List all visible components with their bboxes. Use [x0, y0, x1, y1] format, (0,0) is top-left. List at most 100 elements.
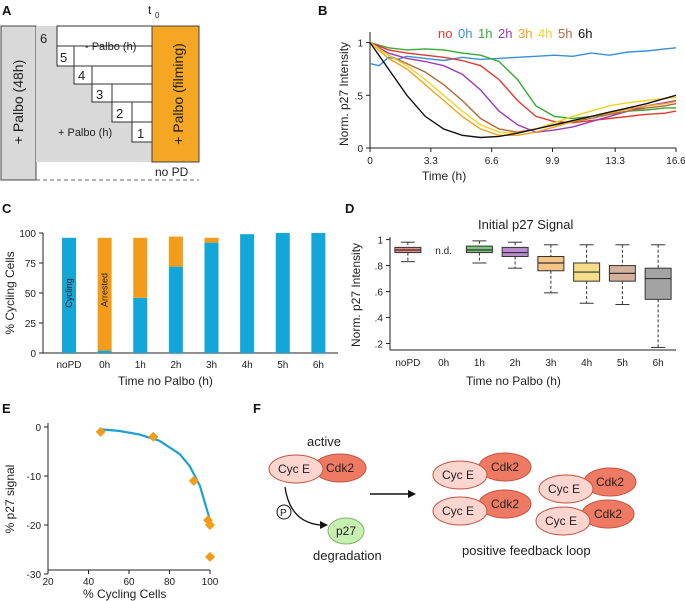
- c-y-axis-title: % Cycling Cells: [3, 251, 17, 334]
- e-y-axis-title: % p27 signal: [3, 465, 17, 534]
- d-x-tick-label: 4h: [581, 358, 592, 369]
- d-x-tick-label: 3h: [545, 358, 556, 369]
- b-series-line-6h: [369, 42, 677, 139]
- b-legend-6h: 6h: [578, 26, 592, 41]
- filming-label: + Palbo (filming): [170, 43, 186, 145]
- d-y-tick-label: 1: [377, 236, 383, 247]
- cyce-ellipse-left: [268, 454, 324, 484]
- b-x-tick-label: 16.6: [666, 156, 685, 167]
- cdk2-label-3: Cdk2: [491, 497, 519, 511]
- b-series-line-0h: [369, 47, 677, 67]
- c-bar-cycling-noPD: [62, 237, 76, 353]
- d-box-6h: [644, 267, 672, 300]
- b-x-tick-label: 9.9: [546, 156, 560, 167]
- c-x-tick-label: 1h: [135, 360, 146, 371]
- d-x-tick-label: 1h: [474, 358, 485, 369]
- d-x-tick-label: 6h: [653, 358, 664, 369]
- c-bar-arrested-1h: [133, 237, 148, 298]
- panel-label-e: E: [2, 401, 11, 416]
- c-x-tick-label: 0h: [99, 360, 110, 371]
- d-box-3h: [537, 255, 565, 272]
- transition-arrowhead: [408, 490, 416, 498]
- t0-subscript: 0: [155, 11, 160, 20]
- cyce-label-1: Cyc E: [442, 468, 474, 482]
- c-arrested-bar-label: Arrested: [100, 273, 110, 307]
- e-data-point: [205, 551, 215, 562]
- e-y-tick-label: 0: [35, 423, 41, 434]
- d-box-1h: [465, 245, 493, 254]
- e-data-point: [95, 426, 106, 437]
- d-x-tick-label: noPD: [395, 358, 420, 369]
- b-y-tick-label: 1: [357, 39, 363, 50]
- b-series-line-3h: [369, 41, 677, 136]
- panel-label-c: C: [2, 201, 12, 216]
- p27-ellipse: [327, 517, 365, 545]
- b-legend-3h: 3h: [518, 26, 532, 41]
- cdk2-label-2: Cdk2: [596, 475, 624, 489]
- c-bar-arrested-0h: [97, 237, 112, 351]
- b-y-tick-label: 0: [357, 144, 363, 155]
- b-x-tick-label: 6.6: [485, 156, 499, 167]
- e-data-point: [148, 431, 159, 442]
- e-x-tick-label: 80: [164, 577, 176, 588]
- b-legend-4h: 4h: [538, 26, 552, 41]
- b-legend-5h: 5h: [558, 26, 572, 41]
- b-y-tick-label: .5: [355, 91, 364, 102]
- d-box-2h: [501, 246, 529, 257]
- panel-a-diagram: 6 5 4 3 2 1 - Palbo (h) + Palbo (h) no P…: [0, 3, 200, 181]
- cyce-label-4: Cyc E: [545, 514, 577, 528]
- c-y-tick-label: 100: [19, 229, 36, 240]
- c-bar-arrested-3h: [204, 237, 219, 243]
- panel-label-a: A: [2, 3, 12, 18]
- step-label-3: 3: [96, 87, 103, 102]
- c-x-tick-label: 2h: [170, 360, 181, 371]
- c-cycling-bar-label: Cycling: [64, 278, 74, 308]
- c-y-tick-label: 50: [25, 289, 37, 300]
- c-y-tick-label: 0: [30, 349, 36, 360]
- active-label: active: [307, 434, 341, 449]
- degradation-label: degradation: [313, 548, 382, 563]
- phosphate-label: P: [280, 508, 287, 519]
- d-x-tick-label: 0h: [438, 358, 449, 369]
- phosphate-icon: [276, 504, 292, 520]
- step-label-2: 2: [116, 106, 123, 121]
- panel-f-diagram: active Cdk2 Cyc E P p27 degradation Cdk2…: [268, 434, 637, 563]
- c-bar-cycling-3h: [204, 242, 219, 353]
- e-x-tick-label: 20: [42, 577, 54, 588]
- d-x-tick-label: 2h: [510, 358, 521, 369]
- c-bar-cycling-5h: [275, 233, 290, 353]
- c-x-tick-label: 4h: [242, 360, 253, 371]
- b-x-tick-label: 0: [367, 156, 373, 167]
- b-legend-no: no: [438, 26, 452, 41]
- step-label-6: 6: [40, 31, 47, 46]
- c-x-tick-label: 6h: [313, 360, 324, 371]
- cyce-label-3: Cyc E: [442, 504, 474, 518]
- panel-c-bar-chart: Time no Palbo (h) % Cycling Cells 0 25 50 7…: [3, 229, 338, 388]
- cyce-label-2: Cyc E: [548, 482, 580, 496]
- c-y-tick-label: 75: [25, 259, 37, 270]
- nopd-label: no PD: [155, 165, 189, 179]
- e-x-tick-label: 100: [202, 577, 219, 588]
- b-x-tick-label: 13.3: [605, 156, 625, 167]
- c-x-tick-label: 3h: [206, 360, 217, 371]
- left-palbo-label: + Palbo (48h): [10, 60, 26, 144]
- step-label-4: 4: [78, 68, 85, 83]
- e-data-point: [188, 475, 199, 486]
- d-y-tick-label: .8: [375, 262, 384, 273]
- plus-palbo-label: + Palbo (h): [58, 127, 112, 139]
- d-chart-title: Initial p27 Signal: [478, 217, 574, 232]
- d-y-tick-label: .2: [375, 340, 384, 351]
- d-y-tick-label: .4: [375, 314, 384, 325]
- e-data-point: [205, 520, 215, 530]
- left-palbo-box: [0, 25, 37, 181]
- e-x-axis-title: % Cycling Cells: [83, 587, 166, 601]
- step-label-5: 5: [60, 50, 67, 65]
- e-y-tick-label: -20: [27, 521, 42, 532]
- panel-label-b: B: [318, 3, 327, 18]
- c-bar-cycling-6h: [311, 233, 326, 353]
- step-label-1: 1: [137, 126, 144, 141]
- c-bar-cycling-4h: [240, 234, 255, 353]
- c-y-tick-label: 25: [25, 319, 37, 330]
- e-x-tick-label: 60: [123, 577, 135, 588]
- d-nd-label: n.d.: [435, 246, 452, 257]
